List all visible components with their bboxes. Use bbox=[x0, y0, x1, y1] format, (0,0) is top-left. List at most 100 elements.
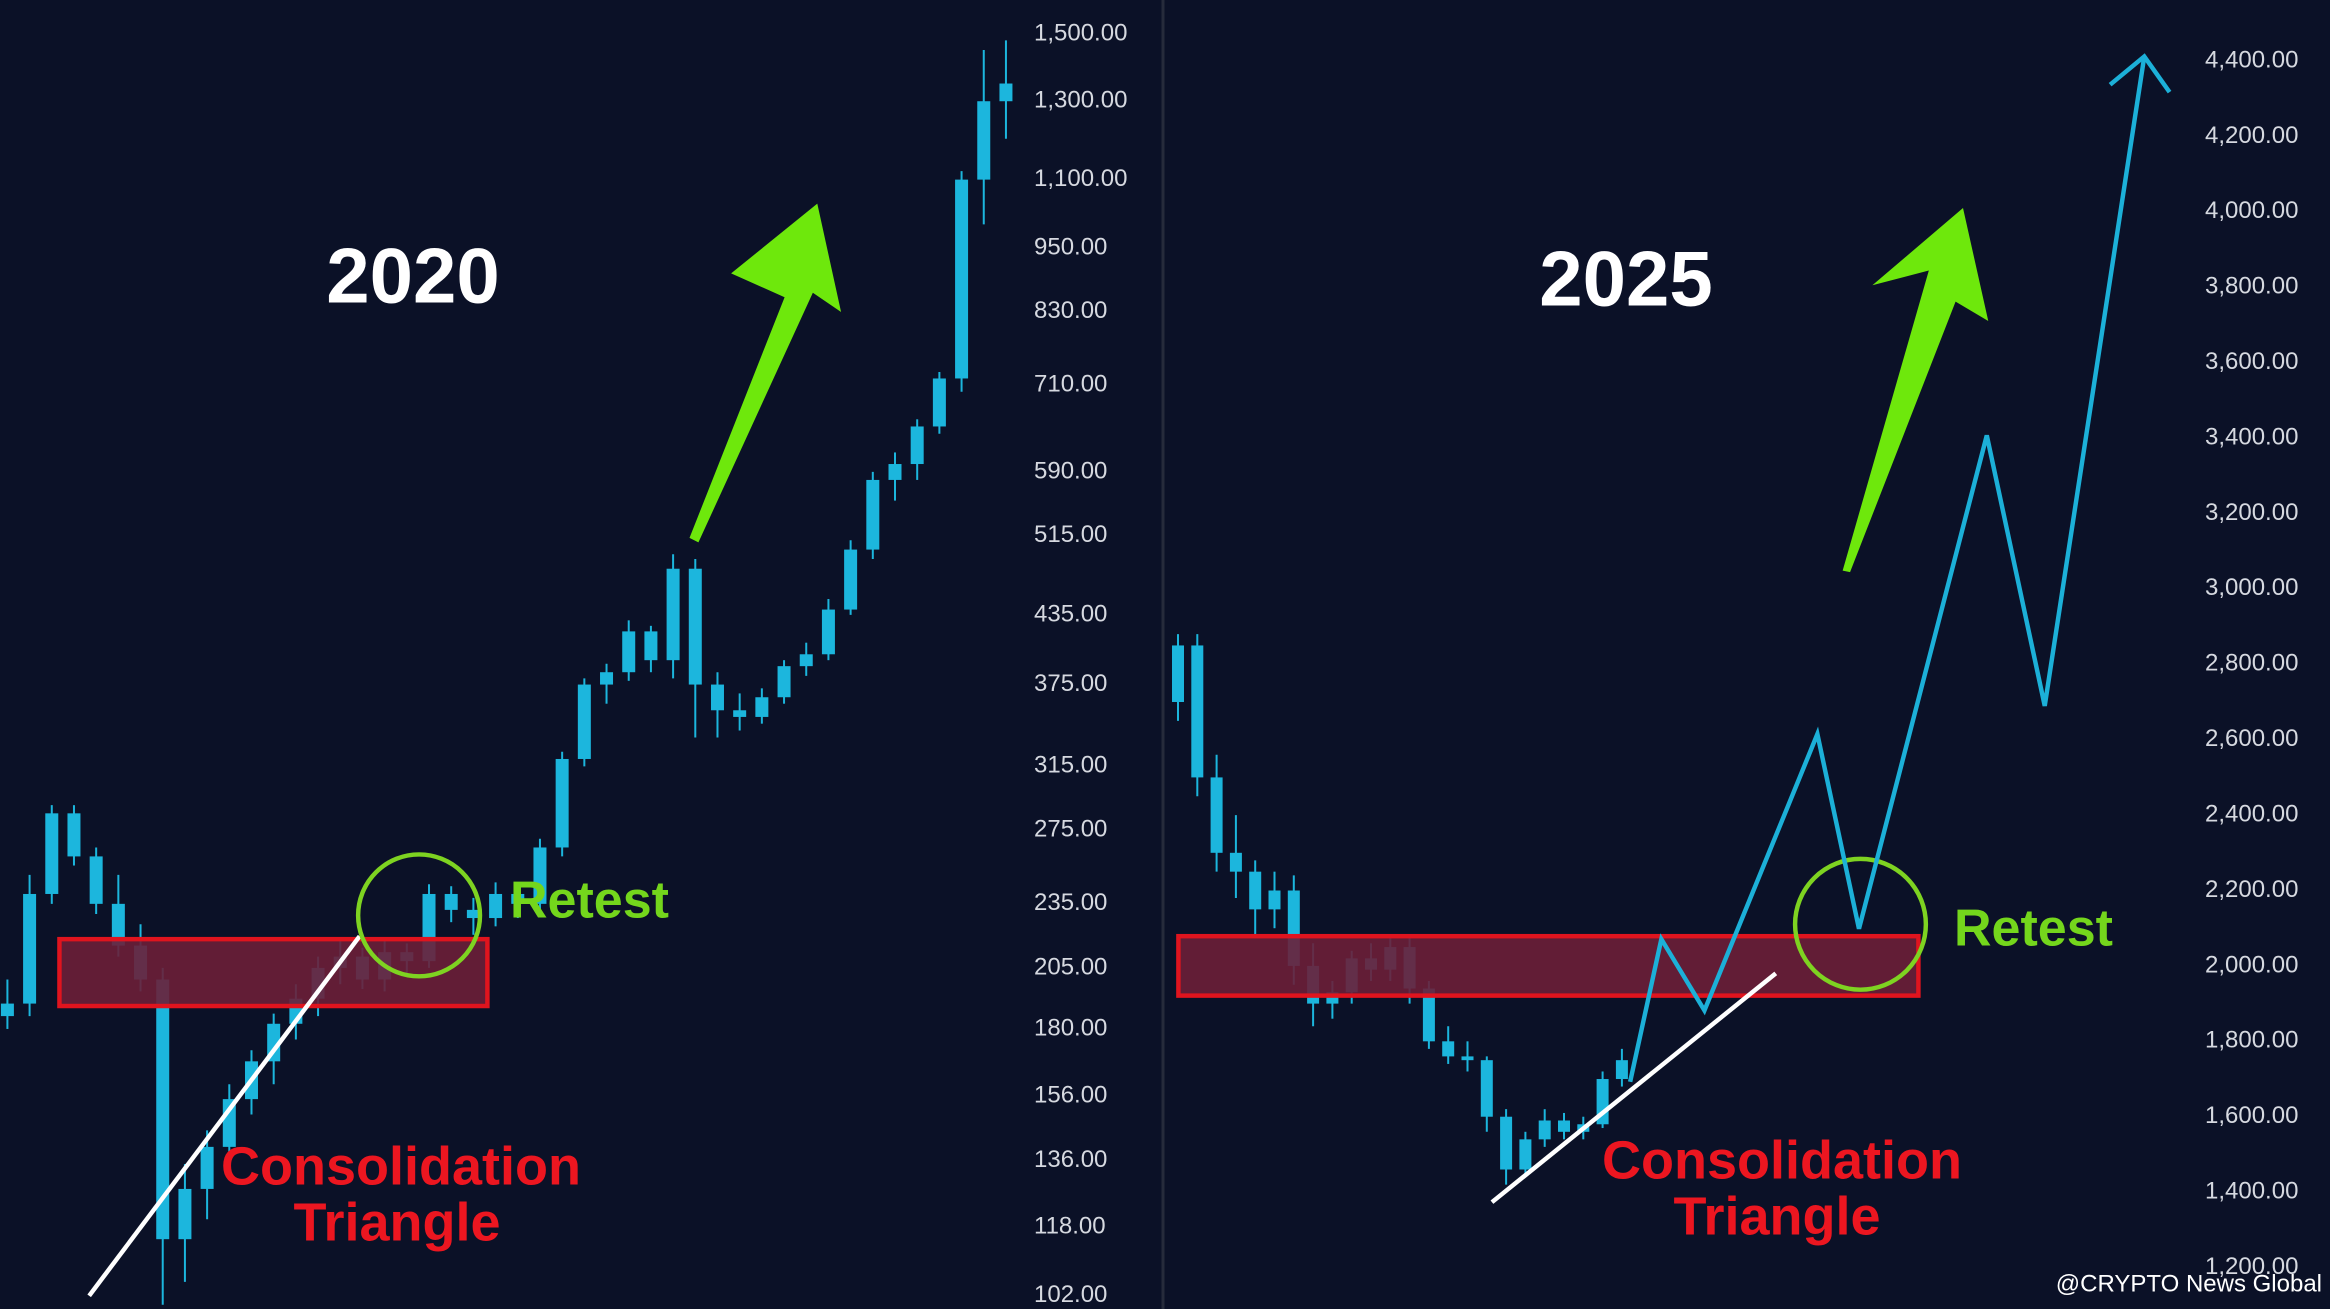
y-tick-label: 156.00 bbox=[1034, 1081, 1107, 1108]
y-tick-label: 1,600.00 bbox=[2205, 1102, 2298, 1129]
trend-line bbox=[1490, 971, 1778, 1204]
candle-body bbox=[710, 684, 724, 711]
candle-body bbox=[999, 83, 1013, 102]
candle-body bbox=[733, 710, 747, 717]
candle-body bbox=[1558, 1120, 1570, 1132]
retest-circle bbox=[1792, 856, 1929, 992]
candle-body bbox=[844, 549, 858, 610]
candle-body bbox=[1519, 1139, 1532, 1170]
y-tick-label: 3,200.00 bbox=[2205, 499, 2298, 526]
projection-line bbox=[1627, 56, 2147, 1083]
annotations bbox=[57, 53, 2172, 1298]
candle-body bbox=[23, 893, 37, 1004]
y-tick-label: 205.00 bbox=[1034, 953, 1107, 980]
triangle-label: Triangle bbox=[293, 1192, 500, 1252]
candle-body bbox=[511, 893, 525, 904]
candle-body bbox=[888, 464, 902, 480]
candle-body bbox=[755, 697, 769, 717]
candle-body bbox=[577, 684, 591, 759]
candle-body bbox=[666, 568, 680, 661]
candle-body bbox=[89, 856, 103, 904]
candle-body bbox=[688, 568, 702, 685]
consolidation-label: Consolidation bbox=[221, 1136, 581, 1196]
candle-body bbox=[1268, 890, 1281, 910]
retest-label: Retest bbox=[1954, 900, 2113, 958]
y-tick-label: 118.00 bbox=[1034, 1212, 1106, 1239]
candle-body bbox=[777, 666, 791, 698]
chart-title: 2020 bbox=[326, 232, 500, 320]
retest-circle bbox=[355, 852, 483, 979]
candle-body bbox=[821, 609, 835, 655]
y-tick-label: 4,000.00 bbox=[2205, 197, 2298, 224]
candle-body bbox=[1210, 777, 1223, 853]
candle-body bbox=[156, 979, 170, 1240]
y-tick-label: 375.00 bbox=[1034, 670, 1107, 697]
candle-body bbox=[955, 179, 969, 379]
candle-body bbox=[200, 1146, 214, 1189]
projection-arrowhead bbox=[2108, 53, 2172, 94]
support-zone bbox=[57, 936, 490, 1009]
y-tick-label: 180.00 bbox=[1034, 1014, 1107, 1041]
candle-body bbox=[799, 654, 813, 667]
y-tick-label: 4,200.00 bbox=[2205, 122, 2298, 149]
y-tick-label: 1,200.00 bbox=[2205, 1253, 2298, 1280]
candle-body bbox=[1500, 1116, 1513, 1170]
candle-body bbox=[1249, 871, 1262, 910]
y-tick-label: 2,800.00 bbox=[2205, 650, 2298, 677]
y-tick-label: 2,000.00 bbox=[2205, 951, 2298, 978]
candle-body bbox=[489, 893, 503, 919]
candle-body bbox=[1229, 852, 1242, 872]
y-tick-label: 3,400.00 bbox=[2205, 423, 2298, 450]
support-zone bbox=[1176, 933, 1921, 998]
candle-body bbox=[977, 101, 991, 180]
y-tick-label: 3,000.00 bbox=[2205, 574, 2298, 601]
trend-line bbox=[87, 934, 362, 1298]
y-tick-label: 3,600.00 bbox=[2205, 348, 2298, 375]
candle-body bbox=[1461, 1056, 1474, 1061]
y-tick-label: 136.00 bbox=[1034, 1146, 1107, 1173]
candle-body bbox=[0, 1003, 14, 1017]
y-tick-label: 710.00 bbox=[1034, 370, 1107, 397]
triangle-label: Triangle bbox=[1673, 1186, 1880, 1246]
candle-body bbox=[533, 847, 547, 904]
y-tick-label: 1,500.00 bbox=[1034, 19, 1127, 46]
candle-body bbox=[1538, 1120, 1551, 1140]
candle-body bbox=[866, 479, 880, 550]
y-tick-label: 1,100.00 bbox=[1034, 165, 1127, 192]
candles bbox=[0, 40, 1628, 1305]
candle-body bbox=[932, 378, 946, 427]
y-tick-label: 435.00 bbox=[1034, 600, 1107, 627]
candle-body bbox=[1172, 645, 1184, 703]
candle-body bbox=[444, 893, 458, 910]
y-tick-label: 4,400.00 bbox=[2205, 46, 2298, 73]
y-tick-label: 590.00 bbox=[1034, 457, 1107, 484]
candle-body bbox=[1480, 1060, 1493, 1117]
candle-body bbox=[466, 909, 480, 919]
up-arrow bbox=[689, 203, 842, 543]
y-tick-label: 830.00 bbox=[1034, 297, 1107, 324]
y-tick-label: 3,800.00 bbox=[2205, 273, 2298, 300]
candle-body bbox=[644, 631, 658, 661]
retest-label: Retest bbox=[510, 872, 669, 930]
y-tick-label: 1,400.00 bbox=[2205, 1177, 2298, 1204]
y-tick-label: 2,600.00 bbox=[2205, 725, 2298, 752]
y-tick-label: 102.00 bbox=[1034, 1281, 1107, 1308]
up-arrow bbox=[1842, 208, 1989, 573]
y-tick-label: 950.00 bbox=[1034, 234, 1107, 261]
candle-body bbox=[178, 1188, 192, 1240]
candle-body bbox=[1326, 992, 1339, 1004]
candle-body bbox=[1191, 645, 1204, 778]
y-tick-label: 1,300.00 bbox=[1034, 87, 1127, 114]
candle-body bbox=[45, 813, 59, 894]
y-tick-label: 315.00 bbox=[1034, 752, 1107, 779]
consolidation-label: Consolidation bbox=[1602, 1130, 1962, 1190]
chart-title: 2025 bbox=[1539, 235, 1713, 323]
candle-body bbox=[555, 758, 569, 848]
watermark: @CRYPTO News Global bbox=[2056, 1270, 2322, 1297]
y-tick-label: 2,200.00 bbox=[2205, 876, 2298, 903]
candle-body bbox=[1442, 1041, 1455, 1057]
y-tick-label: 1,800.00 bbox=[2205, 1027, 2298, 1054]
y-tick-label: 2,400.00 bbox=[2205, 800, 2298, 827]
